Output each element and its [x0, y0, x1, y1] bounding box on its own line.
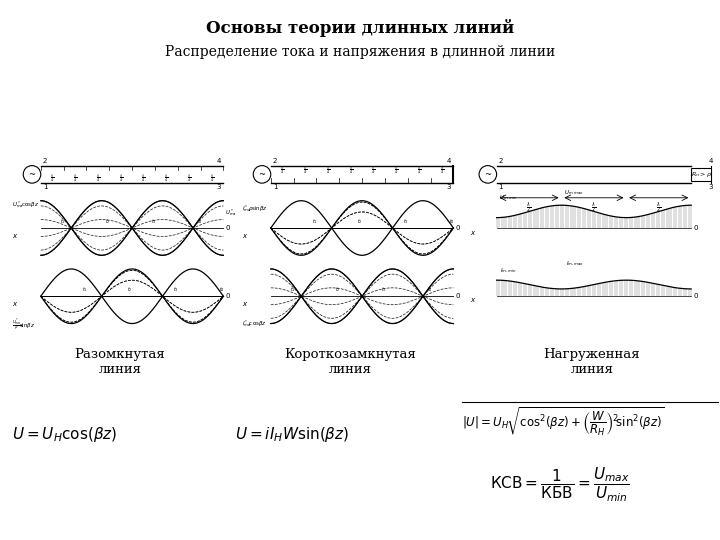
- Text: 1: 1: [42, 184, 48, 190]
- Text: 4: 4: [709, 158, 714, 164]
- Text: ~: ~: [29, 170, 35, 179]
- Text: 2: 2: [273, 158, 277, 164]
- Text: $\mathrm{КСВ} = \dfrac{1}{\mathrm{КБВ}} = \dfrac{U_{max}}{U_{min}}$: $\mathrm{КСВ} = \dfrac{1}{\mathrm{КБВ}} …: [490, 466, 630, 504]
- Text: $\frac{\lambda}{4}$: $\frac{\lambda}{4}$: [141, 173, 145, 185]
- Text: $t_2$: $t_2$: [106, 217, 111, 226]
- Text: $\frac{\lambda}{4}$: $\frac{\lambda}{4}$: [417, 164, 421, 176]
- Text: $\frac{\lambda}{2}$: $\frac{\lambda}{2}$: [526, 201, 531, 215]
- Text: $t_4$: $t_4$: [197, 217, 202, 226]
- Text: $\frac{\lambda}{4}$: $\frac{\lambda}{4}$: [372, 164, 376, 176]
- Text: x: x: [12, 233, 17, 239]
- Text: Основы теории длинных линий: Основы теории длинных линий: [206, 19, 514, 37]
- Text: 3: 3: [447, 184, 451, 190]
- Text: x: x: [242, 301, 246, 307]
- Text: 0: 0: [455, 225, 460, 231]
- Text: $\frac{\lambda}{4}$: $\frac{\lambda}{4}$: [303, 164, 307, 176]
- Text: $t_2$: $t_2$: [336, 285, 341, 294]
- Text: Короткозамкнутая
линия: Короткозамкнутая линия: [284, 348, 416, 376]
- Text: $\frac{\lambda}{4}$: $\frac{\lambda}{4}$: [119, 173, 123, 185]
- Text: $U_{m,min}$: $U_{m,min}$: [499, 194, 518, 202]
- Text: $t_4$: $t_4$: [219, 285, 225, 294]
- Text: $\frac{\lambda}{4}$: $\frac{\lambda}{4}$: [210, 173, 214, 185]
- Text: $I_{m,min}$: $I_{m,min}$: [500, 267, 516, 275]
- Text: $t_4$: $t_4$: [427, 285, 433, 294]
- Text: 4: 4: [217, 158, 222, 164]
- Text: $t_1$: $t_1$: [290, 285, 296, 294]
- Text: ~: ~: [258, 170, 266, 179]
- Text: 2: 2: [499, 158, 503, 164]
- Text: $t_3$: $t_3$: [381, 285, 387, 294]
- Text: $\frac{\lambda}{4}$: $\frac{\lambda}{4}$: [187, 173, 192, 185]
- Text: $I_{ma}^*\!\cos\!\beta z$: $I_{ma}^*\!\cos\!\beta z$: [242, 318, 267, 329]
- Text: $\frac{\lambda}{4}$: $\frac{\lambda}{4}$: [96, 173, 100, 185]
- Text: $\frac{\lambda}{4}$: $\frac{\lambda}{4}$: [440, 164, 444, 176]
- Text: 3: 3: [217, 184, 222, 190]
- Text: 4: 4: [447, 158, 451, 164]
- Text: 0: 0: [455, 293, 460, 299]
- Text: $t_1$: $t_1$: [60, 217, 66, 226]
- Text: x: x: [242, 233, 246, 239]
- Text: x: x: [470, 230, 474, 236]
- Text: $\frac{\lambda}{4}$: $\frac{\lambda}{4}$: [164, 173, 168, 185]
- Text: $\frac{\lambda}{4}$: $\frac{\lambda}{4}$: [348, 164, 353, 176]
- Text: Разомкнутая
линия: Разомкнутая линия: [75, 348, 166, 376]
- Text: $\frac{U_{ma}^*}{\rho}\!\sin\!\beta z$: $\frac{U_{ma}^*}{\rho}\!\sin\!\beta z$: [12, 317, 35, 333]
- Text: $\frac{\lambda}{4}$: $\frac{\lambda}{4}$: [280, 164, 284, 176]
- Text: x: x: [470, 297, 474, 303]
- Text: 3: 3: [708, 184, 714, 190]
- Text: $t_4$: $t_4$: [449, 217, 454, 226]
- Text: $\frac{\lambda}{4}$: $\frac{\lambda}{4}$: [73, 173, 77, 185]
- Text: $t_1$: $t_1$: [81, 285, 88, 294]
- Text: $U_{ma}^*\!\cos\!\beta z$: $U_{ma}^*\!\cos\!\beta z$: [12, 199, 40, 210]
- Text: $t_2$: $t_2$: [127, 285, 133, 294]
- Text: $U = U_H \cos(\beta z)$: $U = U_H \cos(\beta z)$: [12, 426, 117, 444]
- Text: $t_1$: $t_1$: [312, 217, 318, 226]
- Text: $\frac{\lambda}{2}$: $\frac{\lambda}{2}$: [656, 201, 662, 215]
- Text: 1: 1: [273, 184, 277, 190]
- Text: $t_2$: $t_2$: [357, 217, 363, 226]
- Text: Распределение тока и напряжения в длинной линии: Распределение тока и напряжения в длинно…: [165, 45, 555, 59]
- Text: $t_3$: $t_3$: [403, 217, 409, 226]
- Text: x: x: [12, 301, 17, 307]
- Text: $U = iI_H W \sin(\beta z)$: $U = iI_H W \sin(\beta z)$: [235, 426, 349, 444]
- Text: 0: 0: [225, 225, 230, 231]
- Bar: [691, 168, 711, 180]
- Text: Нагруженная
линия: Нагруженная линия: [544, 348, 640, 376]
- Text: $U_{ma}^*$: $U_{ma}^*$: [225, 207, 238, 218]
- Text: 0: 0: [693, 293, 698, 299]
- Text: $\frac{\lambda}{4}$: $\frac{\lambda}{4}$: [325, 164, 330, 176]
- Text: $t_3$: $t_3$: [173, 285, 179, 294]
- Text: $U_{m,max}$: $U_{m,max}$: [564, 189, 585, 197]
- Text: 0: 0: [225, 293, 230, 299]
- Text: $I_{m,max}$: $I_{m,max}$: [565, 260, 583, 268]
- Text: $R_н{>}\rho$: $R_н{>}\rho$: [690, 170, 711, 179]
- Text: 2: 2: [42, 158, 47, 164]
- Text: $\frac{\lambda}{2}$: $\frac{\lambda}{2}$: [591, 201, 597, 215]
- Text: $\frac{\lambda}{4}$: $\frac{\lambda}{4}$: [394, 164, 398, 176]
- Text: ~: ~: [485, 170, 491, 179]
- Text: $t_3$: $t_3$: [151, 217, 157, 226]
- Text: $I_{ma}^*\!\rho\!\sin\!\beta z$: $I_{ma}^*\!\rho\!\sin\!\beta z$: [242, 204, 268, 214]
- Text: 0: 0: [693, 225, 698, 231]
- Text: 1: 1: [499, 184, 503, 190]
- Text: $\frac{\lambda}{4}$: $\frac{\lambda}{4}$: [50, 173, 54, 185]
- Text: $|U| = U_H\!\sqrt{\cos^2\!(\beta z) + \left(\dfrac{W}{R_H}\right)^{\!2}\!\sin^2\: $|U| = U_H\!\sqrt{\cos^2\!(\beta z) + \l…: [462, 406, 665, 438]
